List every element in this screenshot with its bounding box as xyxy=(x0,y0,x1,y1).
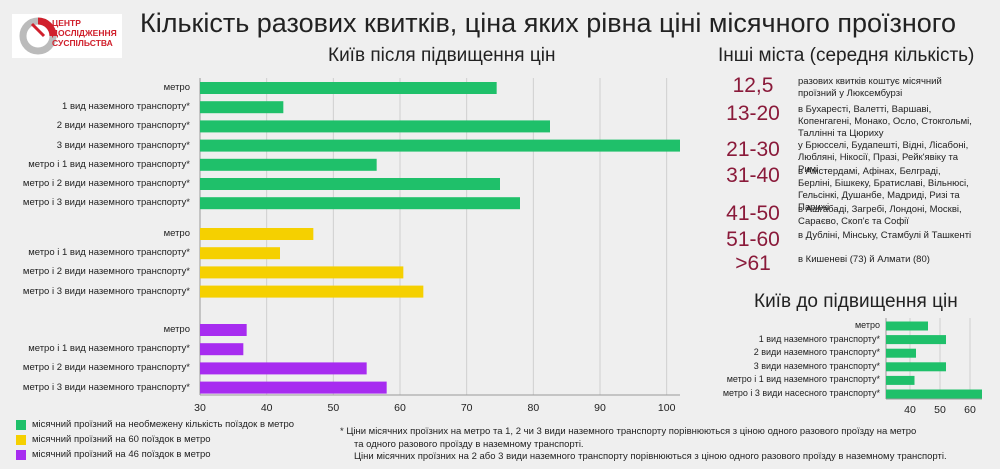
logo-mark-icon xyxy=(19,17,57,55)
others-cities-6: в Дубліні, Мінську, Стамбулі й Ташкенті xyxy=(798,230,972,241)
main-chart-title: Київ після підвищення цін xyxy=(328,45,556,66)
logo-line-1: ЦЕНТР xyxy=(52,18,81,28)
main-bar xyxy=(200,362,367,375)
main-x-tick-label: 80 xyxy=(527,402,539,414)
main-category-label: метро xyxy=(163,228,190,239)
main-bar xyxy=(200,343,244,356)
main-bar xyxy=(200,247,280,260)
main-x-tick-label: 60 xyxy=(394,402,406,414)
small-chart-title: Київ до підвищення цін xyxy=(754,291,958,312)
legend-label: місячний проїзний на 60 поїздок в метро xyxy=(32,434,211,445)
main-bar xyxy=(200,158,377,171)
main-bar xyxy=(200,285,424,298)
main-category-label: метро і 3 види наземного транспорту* xyxy=(22,381,190,393)
logo-text: ЦЕНТР ДОСЛІДЖЕННЯ СУСПІЛЬСТВА xyxy=(52,18,117,48)
main-category-label: 3 види наземного транспорту* xyxy=(56,139,190,151)
footnote-line-1: * Ціни місячних проїзних на метро та 1, … xyxy=(340,426,917,437)
main-x-tick-label: 100 xyxy=(658,402,676,414)
legend-label: місячний проїзний на необмежену кількіст… xyxy=(32,419,295,430)
small-bar xyxy=(886,335,946,345)
others-cities-2: в Бухаресті, Валетті, Варшаві, Копенгаге… xyxy=(798,104,972,139)
footnote: * Ціни місячних проїзних на метро та 1, … xyxy=(340,426,947,464)
small-x-tick-label: 40 xyxy=(904,404,916,416)
small-category-label: метро і 3 види насесного транспорту* xyxy=(722,388,880,398)
small-x-tick-label: 50 xyxy=(934,404,946,416)
small-bar xyxy=(886,389,982,399)
main-bar xyxy=(200,324,247,336)
others-range-2: 13-20 xyxy=(726,102,780,125)
main-category-label: метро і 3 види наземного транспорту* xyxy=(22,285,190,297)
main-category-label: метро і 3 види наземного транспорту* xyxy=(22,197,190,209)
others-title: Інші міста (середня кількість) xyxy=(718,45,975,66)
others-range-1: 12,5 xyxy=(732,74,774,97)
main-x-tick-label: 50 xyxy=(327,402,339,414)
small-category-label: 3 види наземного транспорту* xyxy=(753,360,880,371)
others-range-3: 21-30 xyxy=(726,138,780,161)
others-range-6: 51-60 xyxy=(726,228,780,251)
legend-swatch xyxy=(16,450,26,460)
main-category-label: метро xyxy=(163,82,190,93)
others-cities-5: в Ашгабаді, Загребі, Лондоні, Москві, Са… xyxy=(798,204,962,227)
logo-line-3: СУСПІЛЬСТВА xyxy=(52,38,113,48)
main-x-tick-label: 40 xyxy=(261,402,273,414)
main-x-tick-label: 90 xyxy=(594,402,606,414)
page-title: Кількість разових квитків, ціна яких рів… xyxy=(140,8,957,38)
small-bar xyxy=(886,362,946,372)
others-cities-3: у Брюсселі, Будапешті, Відні, Лісабоні, … xyxy=(798,140,969,175)
main-category-label: метро xyxy=(163,324,190,335)
others-cities-4: в Амстердамі, Афінах, Белграді, Берліні,… xyxy=(798,166,969,213)
legend-swatch xyxy=(16,420,26,430)
main-category-label: метро і 1 вид наземного транспорту* xyxy=(28,247,190,259)
main-category-label: 2 види наземного транспорту* xyxy=(56,120,190,132)
small-x-tick-label: 60 xyxy=(964,404,976,416)
main-category-label: метро і 1 вид наземного транспорту* xyxy=(28,343,190,355)
main-bar xyxy=(200,381,387,394)
main-x-tick-label: 30 xyxy=(194,402,206,414)
main-bar xyxy=(200,82,497,94)
legend-label: місячний проїзний на 46 поїздок в метро xyxy=(32,449,211,460)
logo xyxy=(12,14,122,58)
main-category-label: метро і 1 вид наземного транспорту* xyxy=(28,158,190,170)
main-bar xyxy=(200,139,680,152)
small-category-label: метро і 1 вид наземного транспорту* xyxy=(726,374,880,385)
main-bar xyxy=(200,266,404,279)
main-category-label: метро і 2 види наземного транспорту* xyxy=(22,362,190,374)
main-category-label: 1 вид наземного транспорту* xyxy=(62,101,190,113)
main-bar xyxy=(200,120,550,133)
small-bar xyxy=(886,375,915,385)
footnote-line-3: Ціни місячних проїзних на 2 або 3 види н… xyxy=(354,451,947,462)
small-bar xyxy=(886,321,928,331)
small-category-label: 1 вид наземного транспорту* xyxy=(758,333,880,344)
small-category-label: метро xyxy=(854,320,880,330)
main-x-tick-label: 70 xyxy=(461,402,473,414)
logo-line-2: ДОСЛІДЖЕННЯ xyxy=(52,28,117,38)
footnote-line-2: та одного разового проїзду в наземному т… xyxy=(354,438,584,450)
main-category-label: метро і 2 види наземного транспорту* xyxy=(22,178,190,189)
others-range-4: 31-40 xyxy=(726,164,780,187)
main-category-label: метро і 2 види наземного транспорту* xyxy=(22,266,190,278)
main-bar xyxy=(200,228,314,240)
others-range-5: 41-50 xyxy=(726,202,780,225)
legend-swatch xyxy=(16,435,26,445)
small-bar xyxy=(886,348,916,358)
others-range-7: >61 xyxy=(735,252,771,275)
small-category-label: 2 види наземного транспорту* xyxy=(753,347,880,358)
main-bar xyxy=(200,101,284,114)
main-bar xyxy=(200,197,520,210)
others-cities-7: в Кишеневі (73) й Алмати (80) xyxy=(798,254,930,265)
main-bar xyxy=(200,178,500,190)
others-cities-1: разових квитків коштує місячний проїзний… xyxy=(798,76,942,99)
